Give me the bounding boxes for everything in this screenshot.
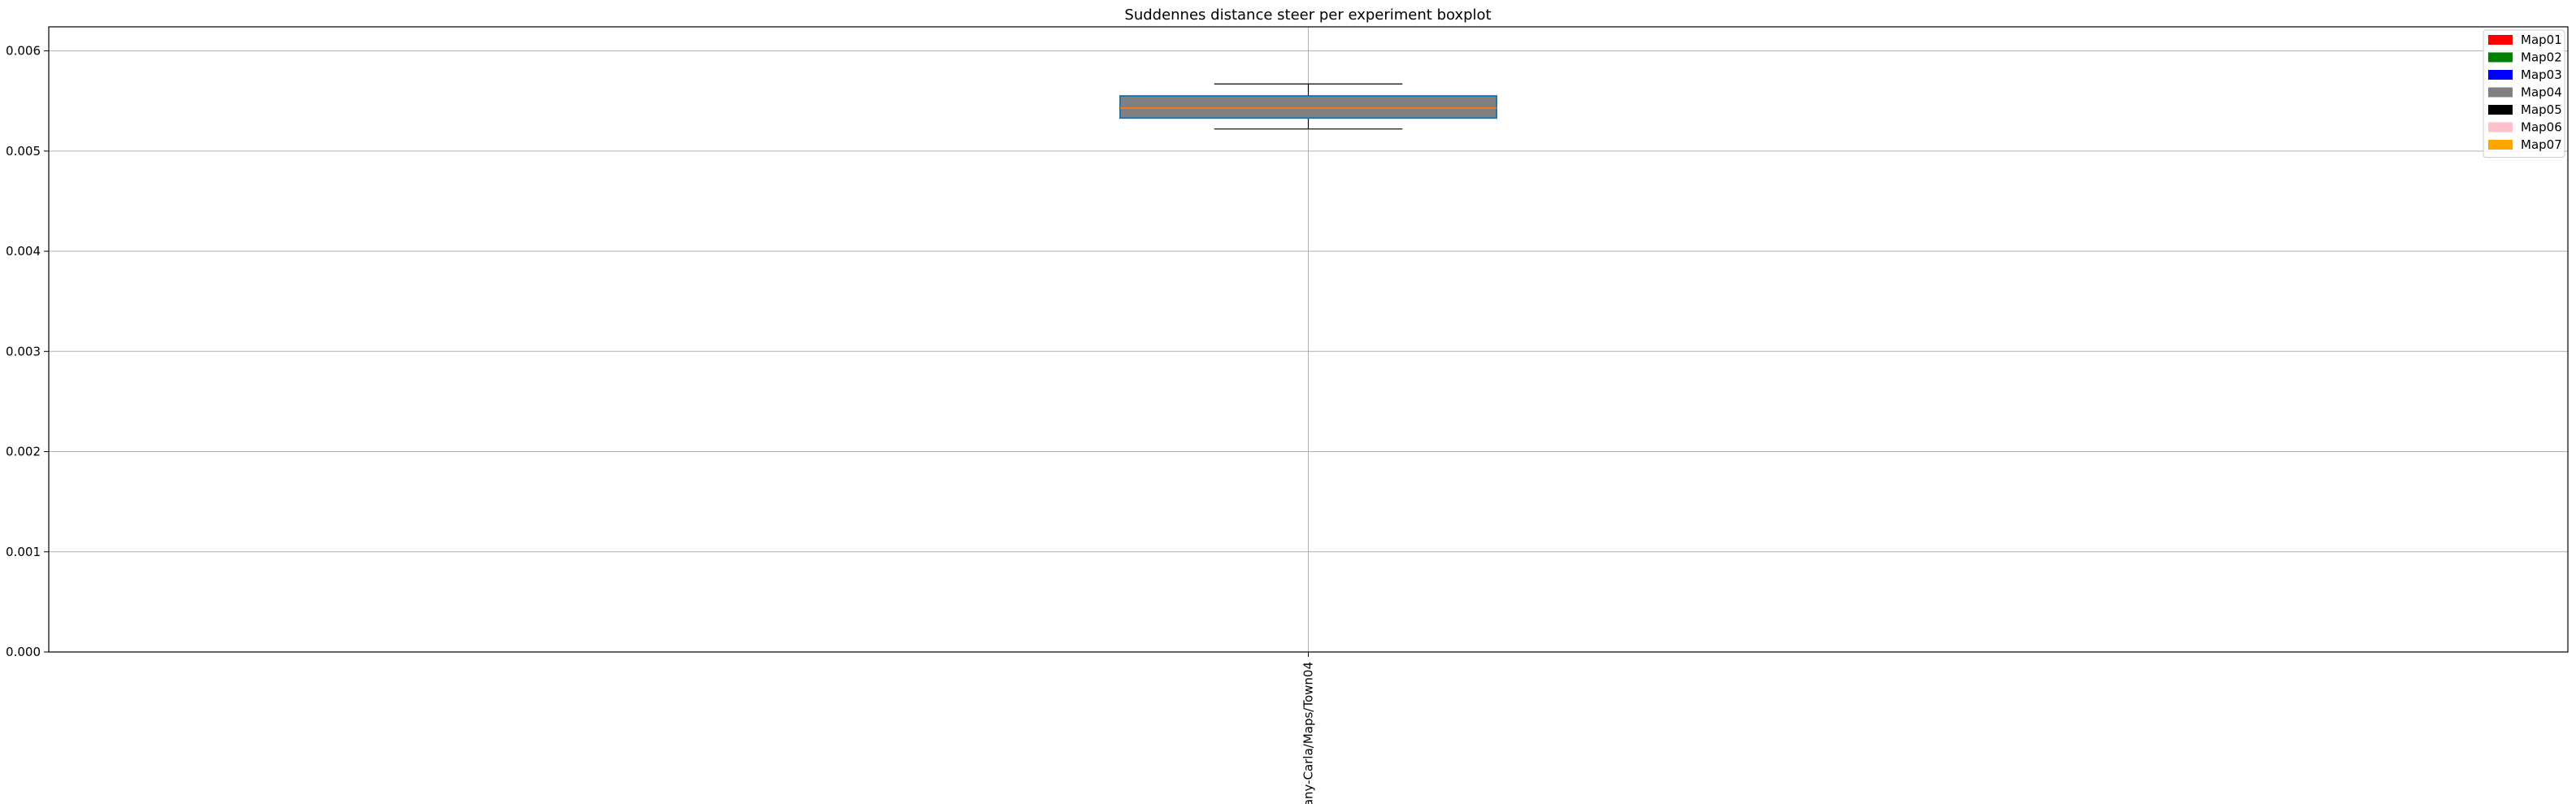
legend-label: Map05	[2521, 102, 2562, 117]
y-axis: 0.000 0.001 0.002 0.003 0.004 0.005 0.006	[6, 44, 49, 659]
legend-swatch	[2488, 87, 2513, 98]
grid-layer	[49, 27, 2568, 653]
legend-label: Map06	[2521, 120, 2562, 135]
box-layer	[1119, 83, 1497, 130]
legend-swatch	[2488, 105, 2513, 115]
y-tick-label: 0.001	[6, 545, 41, 559]
box-0	[1119, 83, 1497, 130]
y-tick-label: 0.004	[6, 244, 41, 259]
x-tick-label: any-Carla/Maps/Town04	[1301, 662, 1316, 804]
legend-label: Map07	[2521, 137, 2562, 152]
chart-title: Suddennes distance steer per experiment …	[1124, 7, 1491, 24]
legend-label: Map04	[2521, 85, 2562, 100]
box-body	[1119, 95, 1497, 120]
legend-label: Map02	[2521, 50, 2562, 65]
y-tick-label: 0.000	[6, 645, 41, 659]
y-tick-label: 0.003	[6, 344, 41, 359]
y-tick-label: 0.006	[6, 44, 41, 59]
legend-swatch	[2488, 122, 2513, 133]
legend-label: Map03	[2521, 67, 2562, 82]
x-axis: any-Carla/Maps/Town04	[1301, 652, 1316, 804]
legend-swatch	[2488, 52, 2513, 63]
y-tick-label: 0.002	[6, 445, 41, 459]
legend-swatch	[2488, 140, 2513, 150]
legend-label: Map01	[2521, 33, 2562, 47]
y-tick-label: 0.005	[6, 144, 41, 159]
legend: Map01 Map02 Map03 Map04 Map05 Map06 Map07	[2483, 29, 2565, 158]
legend-swatch	[2488, 70, 2513, 80]
legend-swatch	[2488, 35, 2513, 45]
